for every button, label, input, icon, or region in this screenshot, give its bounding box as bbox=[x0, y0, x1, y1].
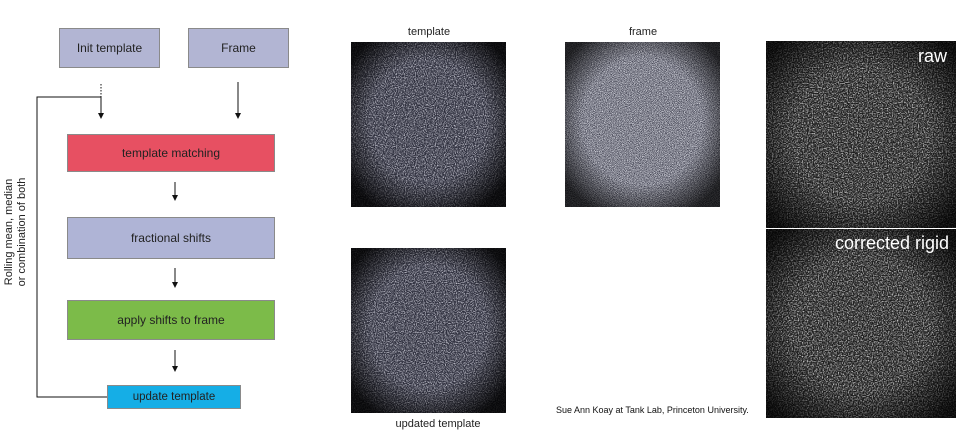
updated-template-caption: updated template bbox=[395, 418, 481, 430]
raw-image bbox=[766, 41, 956, 228]
template-image bbox=[351, 42, 506, 207]
credit-text: Sue Ann Koay at Tank Lab, Princeton Univ… bbox=[556, 405, 749, 415]
raw-label: raw bbox=[917, 46, 947, 66]
loop-connector bbox=[36, 96, 107, 398]
loop-label-line1: Rolling mean, median bbox=[3, 178, 15, 286]
loop-label-line2: or combination of both bbox=[16, 177, 28, 287]
template-matching-label: template matching bbox=[121, 146, 221, 160]
corrected-image bbox=[766, 229, 956, 418]
updated-template-image bbox=[351, 248, 506, 413]
fractional-shifts-box: fractional shifts bbox=[67, 217, 275, 259]
corrected-label: corrected rigid bbox=[834, 233, 949, 253]
frame-caption: frame bbox=[628, 26, 658, 38]
template-matching-box: template matching bbox=[67, 134, 275, 172]
fractional-shifts-label: fractional shifts bbox=[130, 231, 212, 245]
update-template-label: update template bbox=[132, 391, 216, 403]
update-template-box: update template bbox=[107, 385, 241, 409]
apply-shifts-label: apply shifts to frame bbox=[117, 313, 225, 327]
template-caption: template bbox=[407, 26, 451, 38]
frame-image bbox=[565, 42, 720, 207]
frame-label: Frame bbox=[221, 41, 256, 55]
init-template-box: Init template bbox=[59, 28, 160, 68]
init-template-label: Init template bbox=[76, 41, 143, 55]
frame-box: Frame bbox=[188, 28, 289, 68]
apply-shifts-box: apply shifts to frame bbox=[67, 300, 275, 340]
loop-label: Rolling mean, median or combination of b… bbox=[3, 178, 29, 287]
